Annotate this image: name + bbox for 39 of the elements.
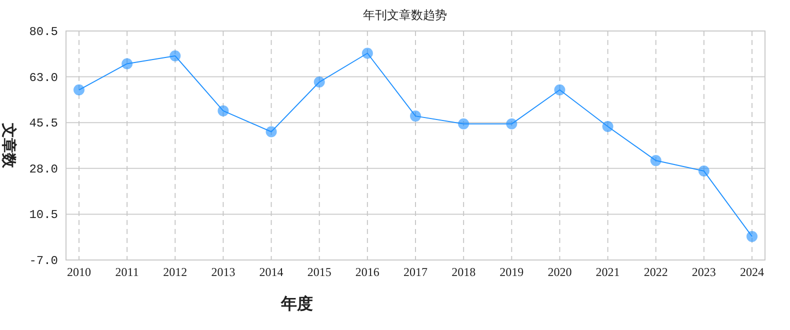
point [602,121,614,132]
x-tick-label: 2018 [452,265,476,279]
point [746,230,758,242]
y-tick-label: 10.5 [29,208,58,222]
x-tick-label: 2017 [404,265,428,279]
point [314,76,325,88]
x-tick-label: 2016 [355,265,380,279]
point [362,48,373,59]
point [122,58,133,70]
point [410,110,421,122]
x-tick-label: 2012 [163,265,188,279]
x-tick-label: 2013 [211,265,236,279]
point [170,50,181,62]
point [698,166,710,177]
point [458,118,470,130]
x-tick-label: 2021 [596,265,620,279]
x-tick-label: 2014 [259,265,284,279]
y-tick-label: -7.0 [29,254,58,268]
y-axis-title: 文章数 [0,122,18,169]
point [554,84,566,96]
x-tick-label: 2011 [115,265,139,279]
y-tick-label: 80.5 [29,25,58,39]
point [266,126,277,138]
x-tick-label: 2022 [644,265,668,279]
x-tick-label: 2023 [692,265,716,279]
x-tick-label: 2019 [500,265,524,279]
y-tick-label: 45.5 [29,116,58,131]
x-tick-label: 2020 [548,265,572,279]
point [506,118,518,130]
point [218,105,229,116]
y-tick-label: 63.0 [29,70,58,85]
point [74,84,84,96]
y-tick-label: 28.0 [29,162,58,176]
point [650,155,662,166]
x-tick-label: 2010 [67,265,91,279]
x-axis-title: 年度 [280,294,313,313]
x-tick-label: 2015 [307,265,332,279]
chart-title: 年刊文章数趋势 [363,8,447,22]
x-tick-label: 2024 [740,265,764,279]
